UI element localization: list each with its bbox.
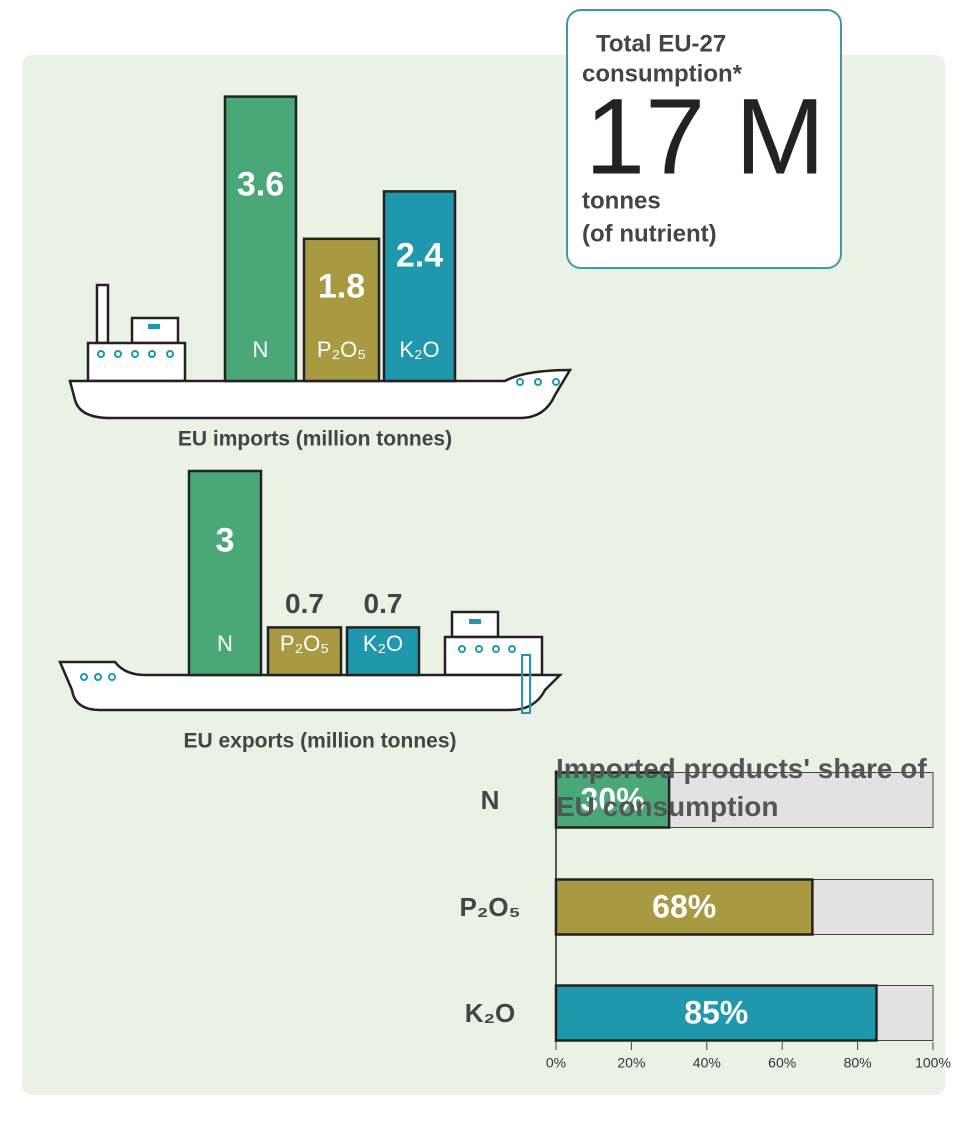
bar: [223, 95, 298, 383]
value-label: 68%: [652, 888, 716, 924]
category-label: N: [217, 631, 233, 656]
callout-box: [566, 9, 842, 269]
bar: [554, 878, 814, 936]
category-label: P₂O₅: [280, 631, 329, 656]
x-tick-label: 100%: [915, 1055, 951, 1071]
x-tick-label: 0%: [546, 1055, 566, 1071]
bar: [554, 984, 878, 1042]
value-label: 0.7: [364, 588, 403, 619]
category-label: K₂O: [465, 998, 516, 1028]
category-label: K₂O: [363, 631, 403, 656]
callout-unit: (of nutrient): [582, 220, 717, 247]
x-tick-label: 20%: [617, 1055, 645, 1071]
x-tick-label: 80%: [844, 1055, 872, 1071]
callout-unit: tonnes: [582, 187, 661, 214]
value-label: 3.6: [237, 166, 284, 204]
value-label: 3: [216, 521, 235, 559]
category-label: P₂O₅: [459, 892, 520, 922]
category-label: P₂O₅: [317, 337, 366, 362]
value-label: 0.7: [285, 588, 324, 619]
bar: [382, 190, 457, 383]
chart-title: EU exports (million tonnes): [183, 730, 456, 753]
chart-title: EU imports (million tonnes): [178, 428, 452, 451]
bar: [187, 469, 263, 677]
callout-heading: consumption*: [582, 60, 743, 87]
category-label: K₂O: [399, 337, 439, 362]
x-tick-label: 40%: [693, 1055, 721, 1071]
value-label: 2.4: [396, 237, 443, 275]
value-label: 85%: [684, 994, 748, 1030]
x-tick-label: 60%: [768, 1055, 796, 1071]
callout-heading: Total EU-27: [596, 30, 726, 57]
export-ship: [58, 610, 564, 714]
bar: [266, 626, 343, 677]
chart-title: Imported products' share of EU consumpti…: [556, 753, 927, 822]
bar: [302, 237, 381, 383]
bar: [345, 626, 421, 677]
callout-value: 17 M: [585, 76, 825, 197]
bar: [554, 771, 671, 829]
category-label: N: [481, 785, 500, 815]
value-label: 30%: [581, 781, 645, 817]
category-label: N: [253, 337, 269, 362]
value-label: 1.8: [318, 268, 365, 306]
